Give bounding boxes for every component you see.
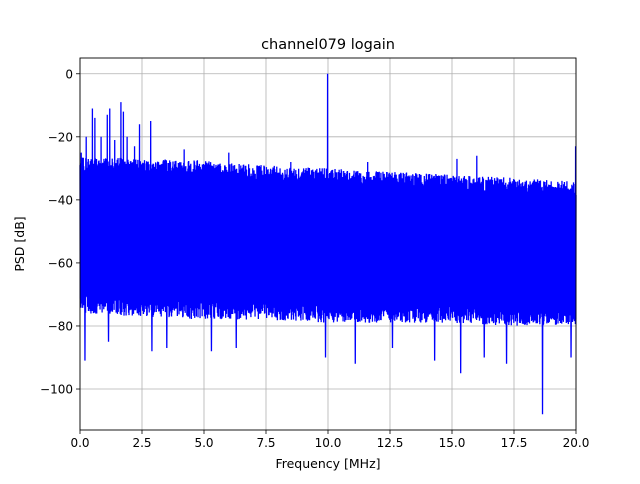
x-tick-label: 17.5 — [501, 436, 528, 450]
y-axis-label: PSD [dB] — [12, 216, 27, 271]
x-tick-label: 7.5 — [256, 436, 275, 450]
y-tick-label: −80 — [48, 319, 73, 333]
x-tick-label: 10.0 — [315, 436, 342, 450]
psd-line — [79, 73, 577, 415]
x-tick-label: 20.0 — [563, 436, 590, 450]
x-tick-label: 0.0 — [70, 436, 89, 450]
x-tick-label: 12.5 — [377, 436, 404, 450]
y-tick-label: −100 — [40, 383, 73, 397]
x-axis-label: Frequency [MHz] — [275, 456, 380, 471]
y-axis: 0 −20 −40 −60 −80 −100 — [40, 67, 80, 397]
x-axis: 0.0 2.5 5.0 7.5 10.0 12.5 15.0 17.5 20.0 — [70, 430, 589, 450]
psd-series — [79, 73, 577, 415]
y-tick-label: 0 — [65, 67, 73, 81]
x-tick-label: 5.0 — [194, 436, 213, 450]
x-tick-label: 15.0 — [439, 436, 466, 450]
y-tick-label: −60 — [48, 256, 73, 270]
chart-title: channel079 logain — [261, 37, 395, 53]
y-tick-label: −20 — [48, 130, 73, 144]
x-tick-label: 2.5 — [132, 436, 151, 450]
y-tick-label: −40 — [48, 193, 73, 207]
